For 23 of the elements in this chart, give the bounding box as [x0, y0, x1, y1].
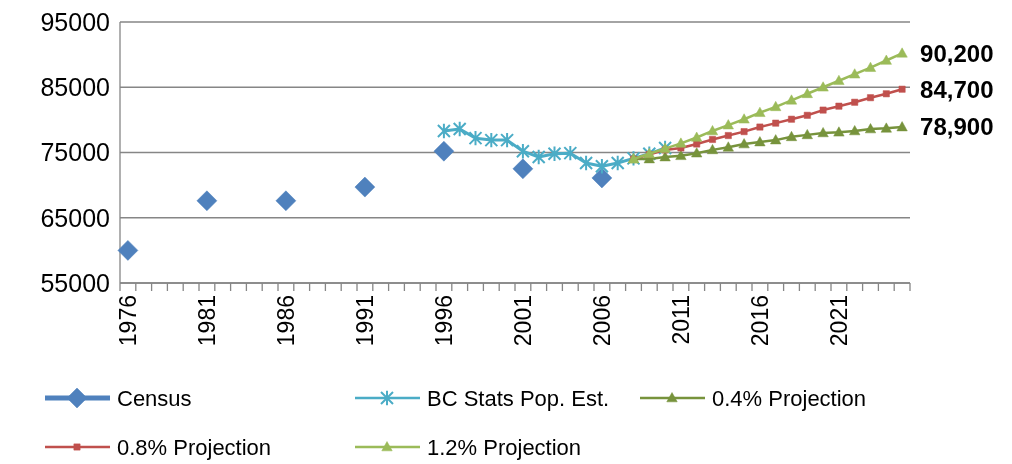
x-tick-label: 1996 [430, 295, 457, 347]
x-tick-label: 2011 [667, 295, 694, 345]
x-tick-label: 2021 [825, 295, 852, 347]
x-tick-label: 1991 [351, 295, 378, 347]
text: 84,700 [920, 75, 994, 103]
legend-label: Census [117, 385, 192, 411]
legend-label: 0.4% Projection [712, 385, 867, 411]
legend-label: 0.8% Projection [117, 434, 272, 460]
y-tick-label: 75000 [40, 138, 110, 167]
x-tick-label: 2006 [588, 295, 615, 347]
text: 90,200 [920, 39, 994, 67]
legend-label: 1.2% Projection [427, 434, 582, 460]
text: 78,900 [920, 113, 994, 141]
y-tick-label: 95000 [40, 7, 110, 36]
y-tick-label: 65000 [40, 203, 110, 232]
x-tick-label: 1981 [193, 295, 220, 347]
x-tick-label: 2016 [746, 295, 773, 347]
x-tick-label: 2001 [509, 295, 536, 347]
legend-label: BC Stats Pop. Est. [427, 385, 610, 411]
y-tick-label: 55000 [40, 268, 110, 297]
y-tick-label: 85000 [40, 73, 110, 101]
x-tick-label: 1976 [114, 295, 141, 347]
x-tick-label: 1986 [272, 295, 299, 347]
